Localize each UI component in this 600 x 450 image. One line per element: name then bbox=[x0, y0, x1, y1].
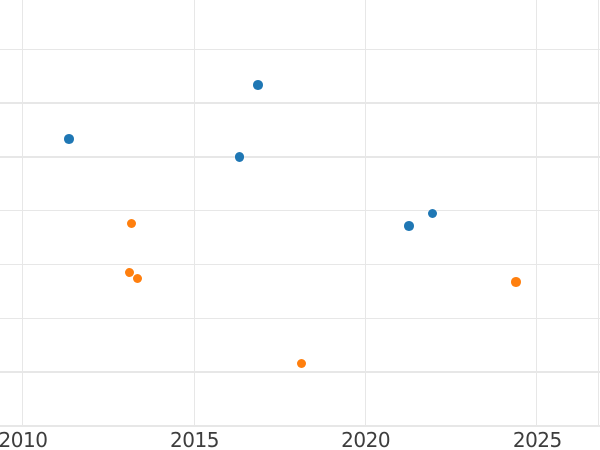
h-gridline bbox=[0, 102, 600, 104]
scatter-point-series-blue bbox=[427, 208, 438, 219]
x-tick-label: 2015 bbox=[170, 428, 219, 450]
v-gridline bbox=[22, 0, 24, 426]
v-gridline bbox=[597, 0, 600, 426]
h-gridline bbox=[0, 156, 600, 158]
h-gridline bbox=[0, 425, 600, 427]
v-gridline bbox=[536, 0, 538, 426]
v-gridline bbox=[193, 0, 195, 426]
scatter-point-series-orange bbox=[126, 218, 137, 229]
h-gridline bbox=[0, 317, 600, 319]
h-gridline bbox=[0, 371, 600, 373]
v-gridline bbox=[365, 0, 367, 426]
scatter-point-series-orange bbox=[296, 358, 307, 369]
h-gridline bbox=[0, 210, 600, 212]
scatter-point-series-blue bbox=[64, 134, 74, 144]
scatter-point-series-orange bbox=[132, 273, 143, 284]
scatter-point-series-orange bbox=[511, 277, 521, 287]
x-tick-label: 2010 bbox=[0, 428, 48, 450]
scatter-point-series-blue bbox=[253, 80, 263, 90]
h-gridline bbox=[0, 48, 600, 50]
scatter-point-series-orange bbox=[124, 267, 135, 278]
x-tick-label: 2025 bbox=[512, 428, 562, 450]
scatter-point-series-blue bbox=[404, 221, 414, 231]
x-tick-label: 2020 bbox=[341, 428, 391, 450]
scatter-point-series-blue bbox=[234, 152, 245, 162]
h-gridline bbox=[0, 263, 600, 266]
